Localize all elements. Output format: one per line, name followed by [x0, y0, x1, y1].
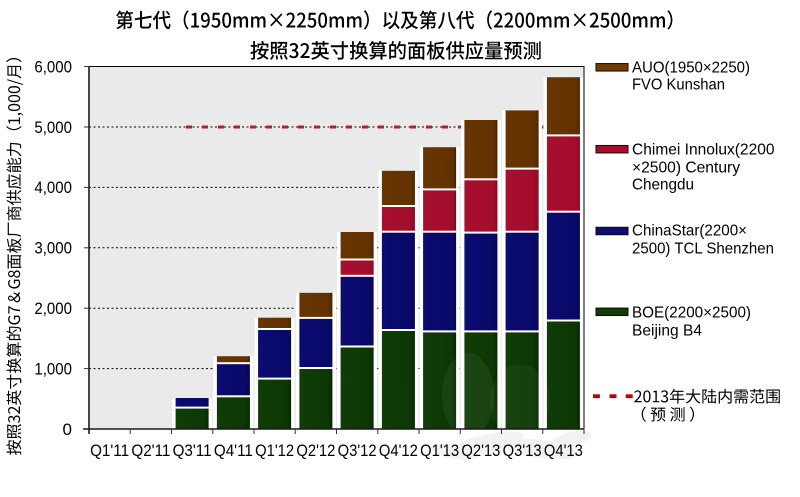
- svg-text:5,000: 5,000: [34, 118, 72, 137]
- svg-text:FVO Kunshan: FVO Kunshan: [632, 76, 725, 93]
- svg-text:Q3'13: Q3'13: [503, 441, 542, 460]
- svg-text:Q2'12: Q2'12: [296, 441, 335, 460]
- svg-text:3,000: 3,000: [34, 239, 72, 258]
- svg-text:Q4'12: Q4'12: [379, 441, 418, 460]
- svg-text:6,000: 6,000: [34, 57, 72, 76]
- svg-text:Chimei Innolux(2200: Chimei Innolux(2200: [632, 142, 775, 159]
- svg-text:Q3'12: Q3'12: [338, 441, 377, 460]
- svg-text:4,000: 4,000: [34, 178, 72, 197]
- svg-text:Q1'12: Q1'12: [255, 441, 294, 460]
- svg-text:Q1'11: Q1'11: [90, 441, 129, 460]
- svg-text:0: 0: [63, 420, 72, 439]
- svg-text:Q4'11: Q4'11: [214, 441, 253, 460]
- svg-text:Q3'11: Q3'11: [173, 441, 212, 460]
- svg-text:BOE(2200×2500): BOE(2200×2500): [632, 304, 751, 321]
- svg-text:Beijing B4: Beijing B4: [632, 322, 702, 339]
- svg-text:Q1'13: Q1'13: [420, 441, 459, 460]
- svg-text:1,000: 1,000: [34, 359, 72, 378]
- svg-text:Chengdu: Chengdu: [632, 176, 694, 193]
- svg-text:ChinaStar(2200×: ChinaStar(2200×: [632, 223, 747, 240]
- svg-text:AUO(1950×2250): AUO(1950×2250): [632, 60, 750, 77]
- svg-text:Q2'11: Q2'11: [131, 441, 170, 460]
- svg-text:2,000: 2,000: [34, 299, 72, 318]
- svg-text:2500) TCL Shenzhen: 2500) TCL Shenzhen: [632, 241, 774, 258]
- svg-text:Q2'13: Q2'13: [461, 441, 500, 460]
- svg-text:Q4'13: Q4'13: [544, 441, 583, 460]
- svg-text:×2500) Century: ×2500) Century: [632, 160, 740, 177]
